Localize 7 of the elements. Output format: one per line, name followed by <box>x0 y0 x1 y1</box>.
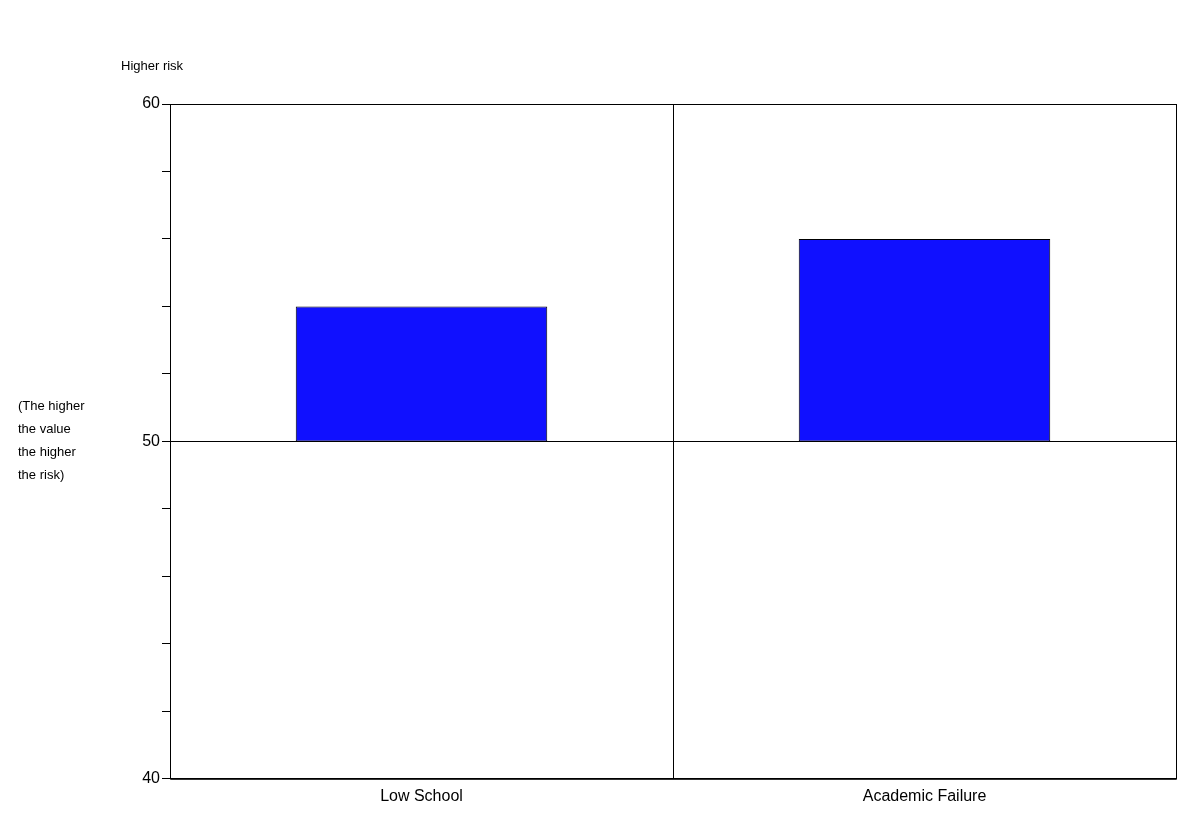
y-axis-title: (The higher the value the higher the risk) <box>18 398 86 483</box>
y-tick-label: 60 <box>142 94 161 112</box>
y-tick-label: 40 <box>142 769 161 787</box>
x-tick-label: Low School <box>380 786 463 804</box>
y-tick-label: 50 <box>142 431 161 449</box>
x-tick-label: Academic Failure <box>862 786 987 804</box>
text: Higher risk <box>121 57 184 73</box>
